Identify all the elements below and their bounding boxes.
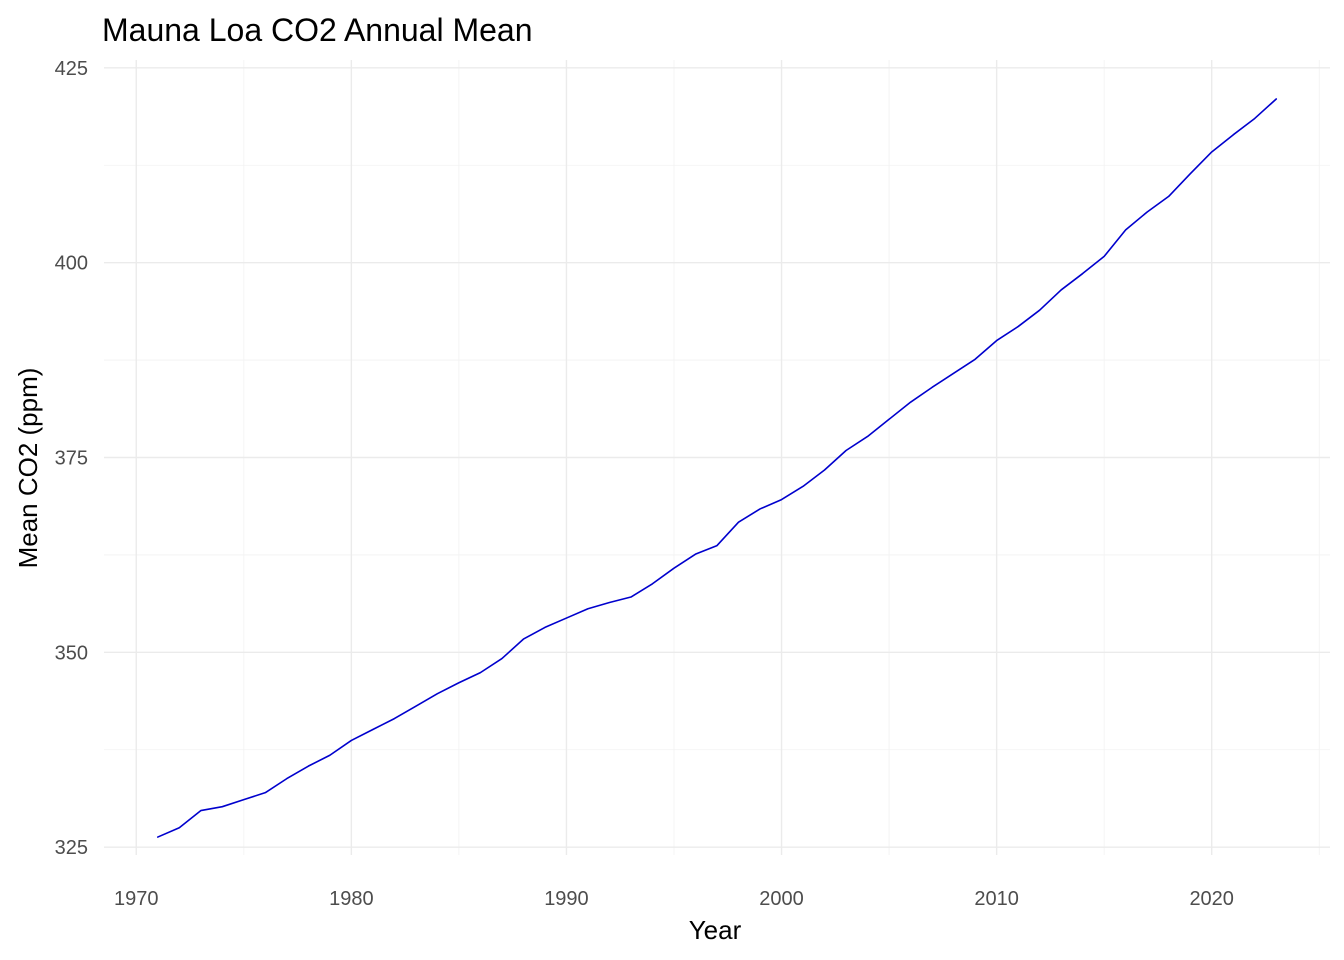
- chart-title: Mauna Loa CO2 Annual Mean: [102, 12, 533, 48]
- x-axis-title: Year: [689, 915, 742, 945]
- y-tick-label: 375: [55, 448, 88, 470]
- y-tick-label: 325: [55, 837, 88, 859]
- x-tick-label: 2010: [974, 888, 1019, 910]
- x-axis-tick-labels: 1970 1980 1990 2000 2010 2020: [114, 888, 1234, 910]
- y-tick-label: 400: [55, 253, 88, 275]
- x-tick-label: 1990: [544, 888, 589, 910]
- y-tick-label: 350: [55, 642, 88, 664]
- x-tick-label: 2000: [759, 888, 804, 910]
- co2-series-line: [156, 98, 1278, 838]
- x-tick-label: 2020: [1189, 888, 1234, 910]
- major-gridlines: [104, 60, 1330, 855]
- y-tick-label: 425: [55, 58, 88, 80]
- y-axis-tick-labels: 325 350 375 400 425: [55, 58, 88, 859]
- y-axis-title: Mean CO2 (ppm): [13, 368, 43, 569]
- x-tick-label: 1980: [329, 888, 374, 910]
- series-layer: [156, 98, 1278, 838]
- x-tick-label: 1970: [114, 888, 159, 910]
